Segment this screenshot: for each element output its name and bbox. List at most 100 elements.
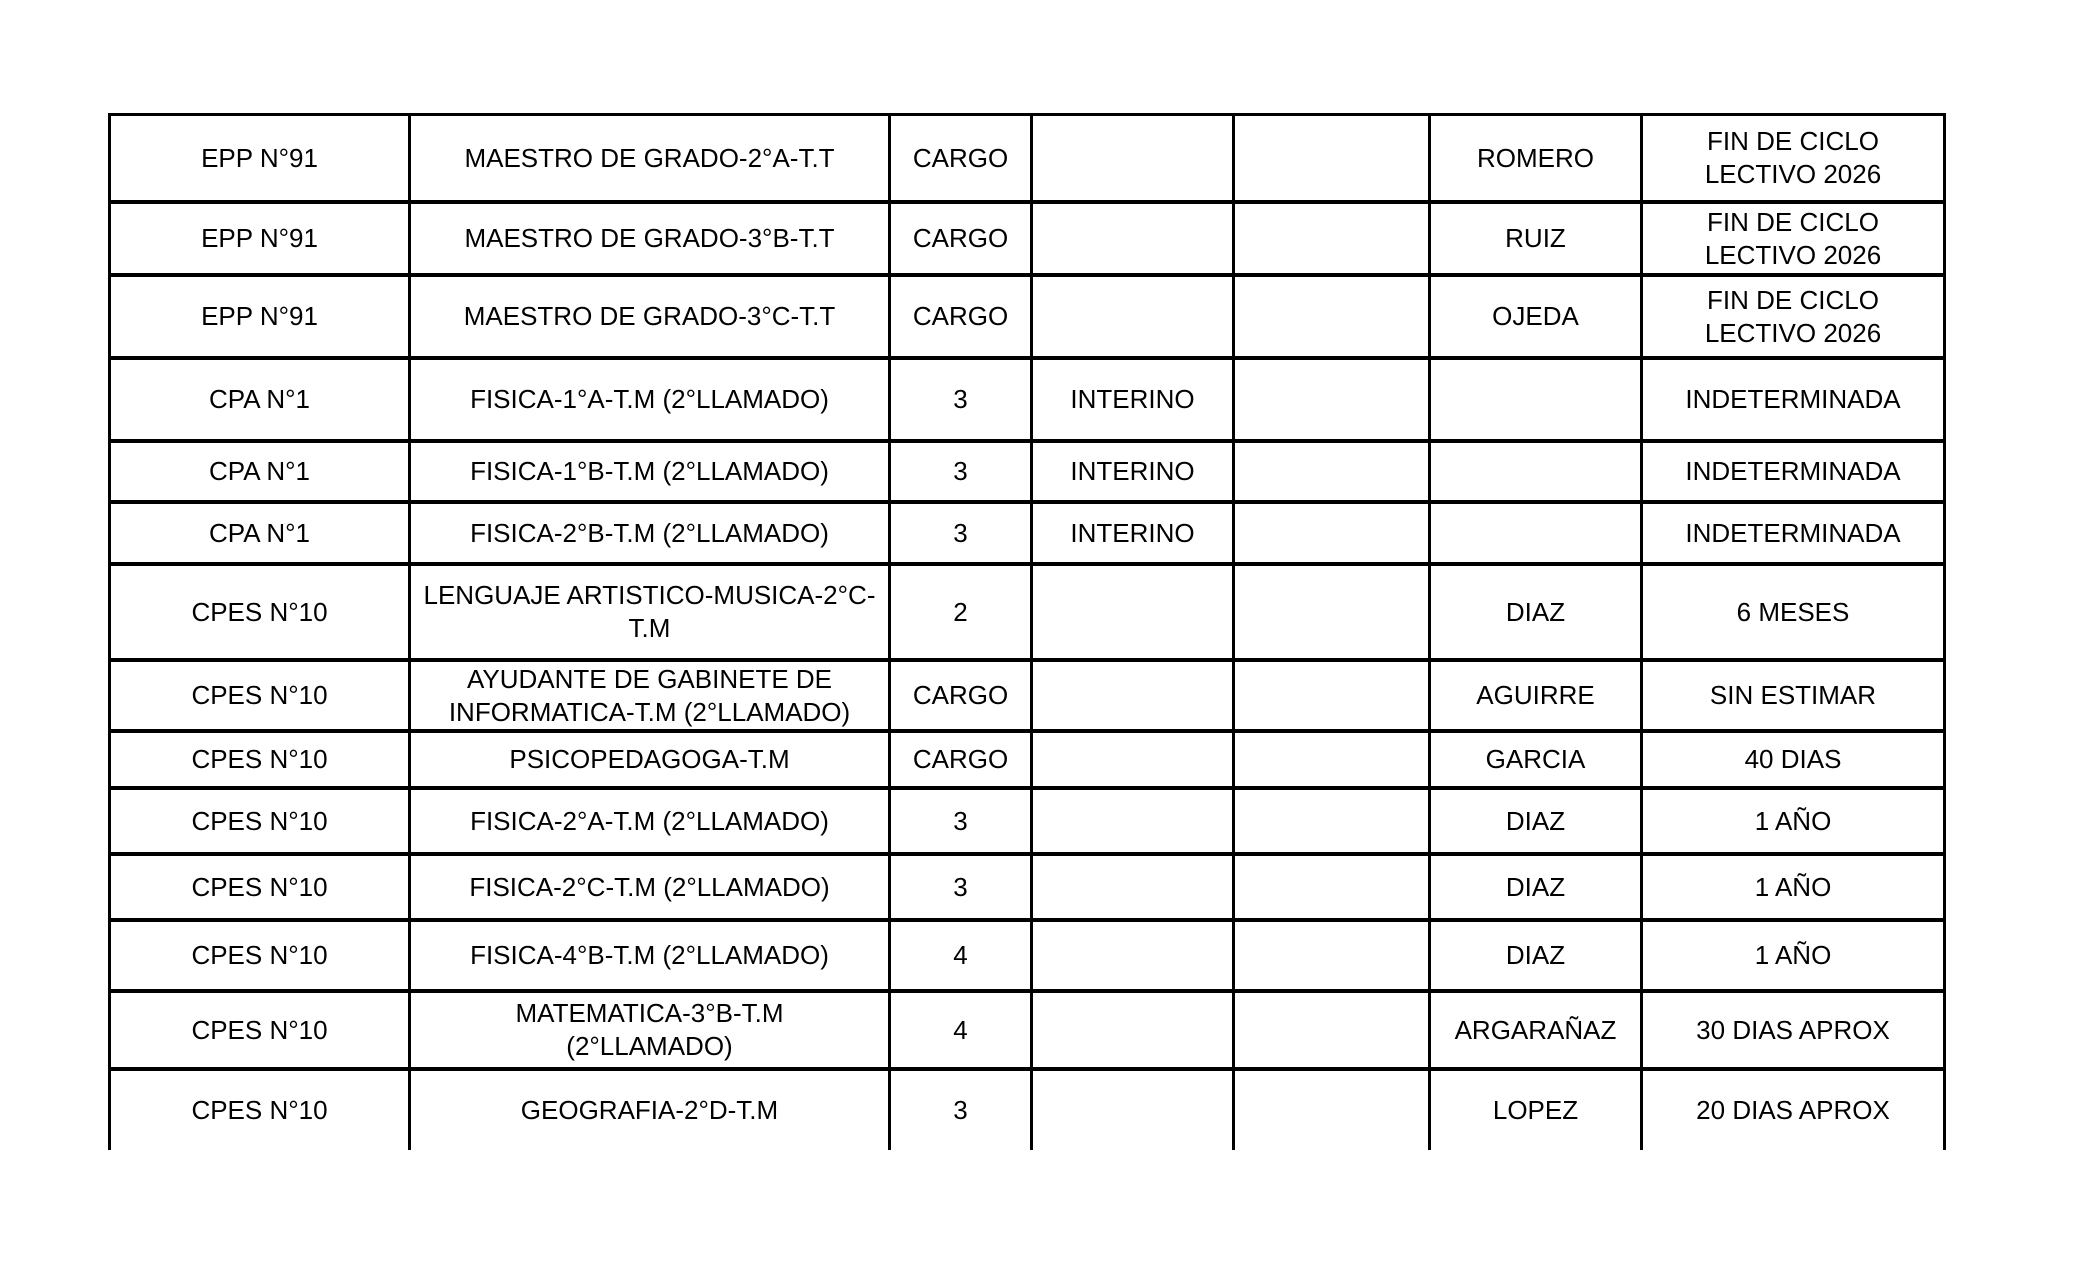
cell-status xyxy=(1033,922,1235,993)
cell-extra xyxy=(1235,993,1431,1071)
cell-school: CPES N°10 xyxy=(111,922,411,993)
cell-position: MATEMATICA-3°B-T.M (2°LLAMADO) xyxy=(411,993,891,1071)
table-body: EPP N°91 MAESTRO DE GRADO-2°A-T.T CARGO … xyxy=(111,116,1943,1150)
cell-status xyxy=(1033,1071,1235,1150)
cell-extra xyxy=(1235,922,1431,993)
staffing-table: EPP N°91 MAESTRO DE GRADO-2°A-T.T CARGO … xyxy=(108,113,1946,1150)
cell-duration: INDETERMINADA xyxy=(1643,443,1943,504)
cell-surname: DIAZ xyxy=(1431,922,1643,993)
table-row: EPP N°91 MAESTRO DE GRADO-3°B-T.T CARGO … xyxy=(111,204,1943,277)
cell-hours: 3 xyxy=(891,360,1033,443)
cell-status xyxy=(1033,733,1235,790)
cell-school: CPA N°1 xyxy=(111,360,411,443)
cell-status: INTERINO xyxy=(1033,443,1235,504)
table-row: CPA N°1 FISICA-2°B-T.M (2°LLAMADO) 3 INT… xyxy=(111,504,1943,566)
cell-position: MAESTRO DE GRADO-3°B-T.T xyxy=(411,204,891,277)
cell-school: EPP N°91 xyxy=(111,204,411,277)
cell-surname: DIAZ xyxy=(1431,856,1643,922)
cell-hours: CARGO xyxy=(891,733,1033,790)
cell-school: CPES N°10 xyxy=(111,566,411,662)
cell-position: MAESTRO DE GRADO-2°A-T.T xyxy=(411,116,891,204)
cell-school: CPES N°10 xyxy=(111,1071,411,1150)
cell-hours: 3 xyxy=(891,504,1033,566)
cell-duration: SIN ESTIMAR xyxy=(1643,662,1943,733)
cell-status xyxy=(1033,856,1235,922)
cell-surname: AGUIRRE xyxy=(1431,662,1643,733)
cell-status xyxy=(1033,662,1235,733)
table-row: CPA N°1 FISICA-1°A-T.M (2°LLAMADO) 3 INT… xyxy=(111,360,1943,443)
cell-surname xyxy=(1431,504,1643,566)
cell-hours: 4 xyxy=(891,993,1033,1071)
cell-duration: 40 DIAS xyxy=(1643,733,1943,790)
cell-position: FISICA-1°B-T.M (2°LLAMADO) xyxy=(411,443,891,504)
table-row: CPES N°10 LENGUAJE ARTISTICO-MUSICA-2°C-… xyxy=(111,566,1943,662)
cell-duration: 30 DIAS APROX xyxy=(1643,993,1943,1071)
cell-surname xyxy=(1431,360,1643,443)
cell-duration: 1 AÑO xyxy=(1643,790,1943,856)
cell-position: FISICA-2°B-T.M (2°LLAMADO) xyxy=(411,504,891,566)
cell-extra xyxy=(1235,790,1431,856)
cell-extra xyxy=(1235,1071,1431,1150)
cell-status xyxy=(1033,116,1235,204)
cell-duration: 1 AÑO xyxy=(1643,922,1943,993)
cell-surname: GARCIA xyxy=(1431,733,1643,790)
cell-surname: DIAZ xyxy=(1431,566,1643,662)
cell-position: FISICA-2°A-T.M (2°LLAMADO) xyxy=(411,790,891,856)
cell-school: EPP N°91 xyxy=(111,116,411,204)
table-row: CPES N°10 FISICA-2°A-T.M (2°LLAMADO) 3 D… xyxy=(111,790,1943,856)
cell-school: CPES N°10 xyxy=(111,733,411,790)
cell-extra xyxy=(1235,504,1431,566)
cell-status xyxy=(1033,790,1235,856)
cell-extra xyxy=(1235,116,1431,204)
cell-school: CPES N°10 xyxy=(111,790,411,856)
cell-surname xyxy=(1431,443,1643,504)
cell-school: CPES N°10 xyxy=(111,993,411,1071)
cell-school: CPA N°1 xyxy=(111,443,411,504)
cell-extra xyxy=(1235,277,1431,360)
table-row: EPP N°91 MAESTRO DE GRADO-2°A-T.T CARGO … xyxy=(111,116,1943,204)
cell-position: GEOGRAFIA-2°D-T.M xyxy=(411,1071,891,1150)
table-row: CPES N°10 PSICOPEDAGOGA-T.M CARGO GARCIA… xyxy=(111,733,1943,790)
cell-hours: 2 xyxy=(891,566,1033,662)
cell-surname: ARGARAÑAZ xyxy=(1431,993,1643,1071)
cell-school: CPES N°10 xyxy=(111,662,411,733)
cell-status: INTERINO xyxy=(1033,360,1235,443)
cell-surname: DIAZ xyxy=(1431,790,1643,856)
cell-status xyxy=(1033,204,1235,277)
cell-hours: 3 xyxy=(891,856,1033,922)
cell-extra xyxy=(1235,360,1431,443)
cell-status xyxy=(1033,277,1235,360)
cell-duration: FIN DE CICLO LECTIVO 2026 xyxy=(1643,116,1943,204)
cell-duration: INDETERMINADA xyxy=(1643,360,1943,443)
cell-status xyxy=(1033,993,1235,1071)
cell-position: FISICA-4°B-T.M (2°LLAMADO) xyxy=(411,922,891,993)
cell-duration: FIN DE CICLO LECTIVO 2026 xyxy=(1643,204,1943,277)
table-row: EPP N°91 MAESTRO DE GRADO-3°C-T.T CARGO … xyxy=(111,277,1943,360)
cell-position: MAESTRO DE GRADO-3°C-T.T xyxy=(411,277,891,360)
cell-hours: 4 xyxy=(891,922,1033,993)
cell-extra xyxy=(1235,856,1431,922)
cell-position: FISICA-1°A-T.M (2°LLAMADO) xyxy=(411,360,891,443)
table-row: CPA N°1 FISICA-1°B-T.M (2°LLAMADO) 3 INT… xyxy=(111,443,1943,504)
cell-duration: 20 DIAS APROX xyxy=(1696,1095,1890,1125)
table-row: CPES N°10 MATEMATICA-3°B-T.M (2°LLAMADO)… xyxy=(111,993,1943,1071)
cell-position: PSICOPEDAGOGA-T.M xyxy=(411,733,891,790)
cell-surname: RUIZ xyxy=(1431,204,1643,277)
cell-hours: CARGO xyxy=(891,204,1033,277)
cell-surname: LOPEZ xyxy=(1431,1071,1643,1150)
cell-status: INTERINO xyxy=(1033,504,1235,566)
table-row: CPES N°10 AYUDANTE DE GABINETE DE INFORM… xyxy=(111,662,1943,733)
cell-extra xyxy=(1235,204,1431,277)
cell-position: LENGUAJE ARTISTICO-MUSICA-2°C- T.M xyxy=(411,566,891,662)
cell-hours: 3 xyxy=(891,1071,1033,1150)
cell-school: EPP N°91 xyxy=(111,277,411,360)
cell-surname: ROMERO xyxy=(1431,116,1643,204)
table-row: CPES N°10 FISICA-4°B-T.M (2°LLAMADO) 4 D… xyxy=(111,922,1943,993)
cell-school: CPA N°1 xyxy=(111,504,411,566)
cell-duration: 6 MESES xyxy=(1643,566,1943,662)
cell-position: AYUDANTE DE GABINETE DE INFORMATICA-T.M … xyxy=(411,662,891,733)
cell-extra xyxy=(1235,662,1431,733)
cell-extra xyxy=(1235,566,1431,662)
cell-position: FISICA-2°C-T.M (2°LLAMADO) xyxy=(411,856,891,922)
